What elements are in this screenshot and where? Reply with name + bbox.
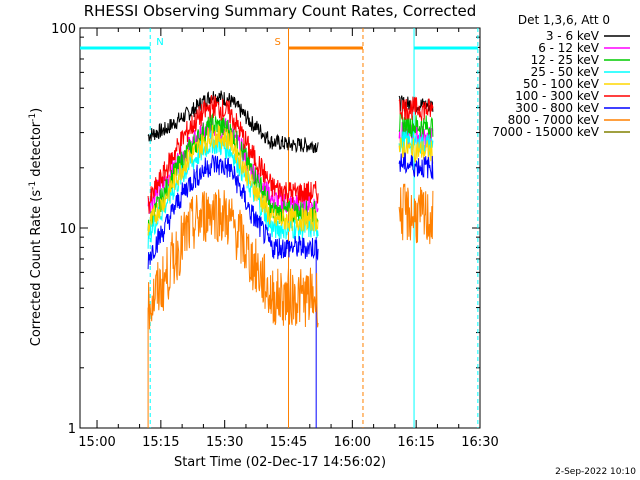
series-line xyxy=(147,90,319,154)
x-tick-label: 16:15 xyxy=(397,435,434,450)
x-tick-label: 15:15 xyxy=(142,435,179,450)
legend-item-label: 100 - 300 keV xyxy=(515,89,599,103)
legend-item-label: 25 - 50 keV xyxy=(531,65,600,79)
chart-title: RHESSI Observing Summary Count Rates, Co… xyxy=(84,2,477,20)
legend-item-label: 6 - 12 keV xyxy=(538,41,600,55)
series-line xyxy=(398,152,434,180)
series-line xyxy=(398,96,434,121)
legend-header: Det 1,3,6, Att 0 xyxy=(518,13,610,27)
legend-item-label: 800 - 7000 keV xyxy=(508,113,600,127)
series-line xyxy=(398,130,434,156)
series-line xyxy=(147,95,319,214)
series-line xyxy=(398,183,434,245)
legend-item-label: 12 - 25 keV xyxy=(531,53,600,67)
x-tick-label: 15:00 xyxy=(78,435,115,450)
x-tick-label: 15:30 xyxy=(206,435,243,450)
x-tick-label: 16:30 xyxy=(461,435,498,450)
series-line xyxy=(147,189,319,330)
y-tick-label: 100 xyxy=(51,22,76,37)
plot-area: 1 10 100 15:00 15:15 15:30 15:45 16:00 16:15 16:3… xyxy=(51,22,499,450)
legend-item-label: 3 - 6 keV xyxy=(546,29,600,43)
orbit-marker-label: S xyxy=(275,37,281,48)
legend-item-label: 7000 - 15000 keV xyxy=(492,125,599,139)
legend-item-label: 300 - 800 keV xyxy=(515,101,599,115)
x-tick-label: 15:45 xyxy=(270,435,307,450)
series-line xyxy=(147,124,319,236)
x-axis-label: Start Time (02-Dec-17 14:56:02) xyxy=(174,455,386,470)
orbit-marker-label: N xyxy=(156,37,163,48)
series-line xyxy=(147,154,319,270)
y-axis-label: Corrected Count Rate (s-1 detector-1) xyxy=(28,108,44,346)
y-tick-label: 1 xyxy=(68,422,76,437)
y-tick-label: 10 xyxy=(59,222,76,237)
legend-item-label: 50 - 100 keV xyxy=(523,77,600,91)
x-tick-label: 16:00 xyxy=(334,435,371,450)
footer-timestamp: 2-Sep-2022 10:10 xyxy=(555,467,636,477)
